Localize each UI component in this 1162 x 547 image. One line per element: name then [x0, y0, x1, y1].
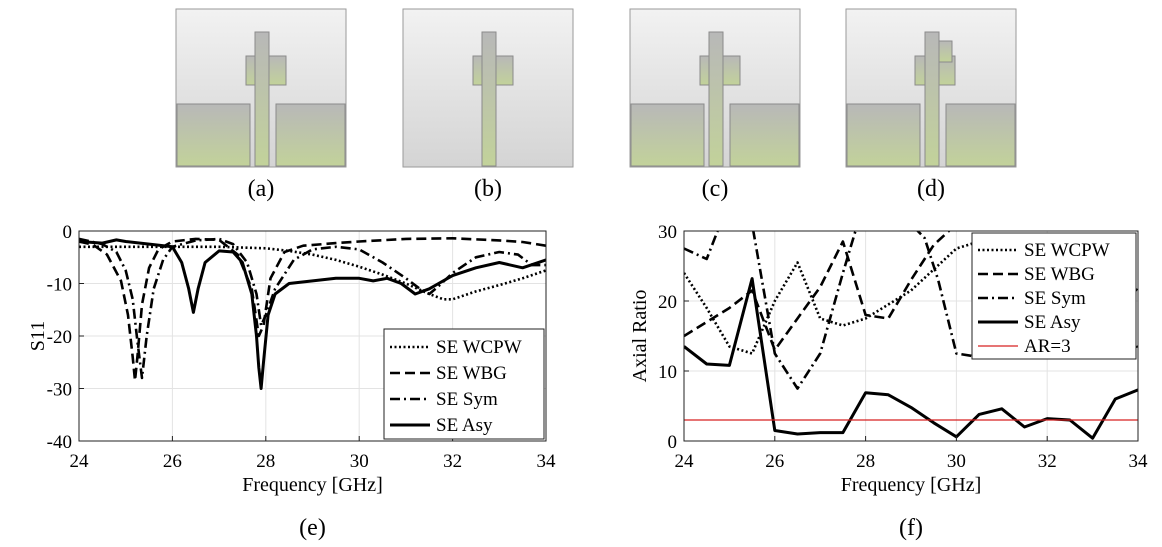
- legend-label: SE Asy: [1024, 312, 1081, 333]
- antenna-panel-c: (c): [629, 8, 801, 202]
- y-axis-label: S11: [27, 321, 49, 351]
- feed-line: [924, 31, 940, 167]
- y-tick-label: 20: [658, 292, 677, 313]
- x-tick-label: 26: [765, 451, 784, 472]
- legend-label: SE WBG: [436, 363, 507, 384]
- y-tick-label: 30: [658, 222, 677, 243]
- panel-caption: (d): [917, 176, 945, 202]
- ground-plane-right: [275, 103, 346, 167]
- x-tick-label: 28: [856, 451, 875, 472]
- feed-line: [708, 31, 724, 167]
- x-tick-label: 32: [1038, 451, 1057, 472]
- x-axis-label: Frequency [GHz]: [841, 474, 982, 496]
- series-group: [79, 237, 546, 390]
- ground-plane-right: [945, 103, 1016, 167]
- legend-label: SE Asy: [436, 415, 493, 436]
- x-tick-label: 28: [256, 451, 275, 472]
- y-tick-label: -30: [47, 380, 72, 401]
- ground-plane-right: [729, 103, 800, 167]
- ground-plane-left: [846, 103, 921, 167]
- x-tick-label: 24: [675, 451, 695, 472]
- chart-caption: (f): [899, 515, 923, 541]
- ground-plane-left: [630, 103, 705, 167]
- x-tick-label: 30: [947, 451, 966, 472]
- antenna-row: (a) (b) (c) (d): [175, 8, 1017, 202]
- legend-label: AR=3: [1024, 336, 1071, 357]
- ground-plane-left: [176, 103, 251, 167]
- antenna-panel-b: (b): [402, 8, 574, 202]
- antenna-panel-d: (d): [845, 8, 1017, 202]
- legend: SE WCPW SE WBG SE Sym SE Asy AR=3: [971, 232, 1137, 360]
- legend-box: [383, 328, 545, 440]
- series-line-se-asy: [79, 238, 546, 390]
- legend-label: SE WCPW: [1024, 240, 1110, 261]
- legend-label: SE WCPW: [436, 337, 522, 358]
- panel-caption: (c): [702, 176, 729, 202]
- x-axis-label: Frequency [GHz]: [242, 474, 383, 496]
- y-tick-label: 0: [63, 222, 73, 243]
- x-tick-label: 34: [1129, 451, 1149, 472]
- feed-line: [481, 31, 497, 167]
- x-tick-label: 32: [443, 451, 462, 472]
- x-tick-label: 24: [70, 451, 90, 472]
- y-tick-label: -10: [47, 275, 72, 296]
- y-tick-label: -20: [47, 327, 72, 348]
- series-line-se-wcpw: [79, 245, 546, 301]
- x-tick-label: 34: [537, 451, 557, 472]
- legend-label: SE Sym: [436, 389, 498, 410]
- panel-caption: (b): [474, 176, 502, 202]
- panel-caption: (a): [248, 176, 275, 202]
- chart-caption: (e): [299, 515, 326, 541]
- y-axis-label: Axial Ratio: [629, 290, 651, 383]
- axes-frame: [683, 230, 1139, 442]
- x-tick-label: 26: [163, 451, 182, 472]
- y-tick-label: -40: [47, 432, 72, 453]
- legend: SE WCPW SE WBG SE Sym SE Asy: [383, 328, 545, 440]
- legend-box: [971, 232, 1137, 360]
- y-tick-label: 0: [668, 432, 678, 453]
- legend-label: SE WBG: [1024, 264, 1095, 285]
- legend-label: SE Sym: [1024, 288, 1086, 309]
- antenna-panel-a: (a): [175, 8, 347, 202]
- y-tick-label: 10: [658, 362, 677, 383]
- feed-line: [254, 31, 270, 167]
- chart-s11: 24 26 28 30 32 34 0 -10 -20 -30 -40 Frequency [GHz]…: [27, 222, 556, 541]
- x-tick-label: 30: [350, 451, 369, 472]
